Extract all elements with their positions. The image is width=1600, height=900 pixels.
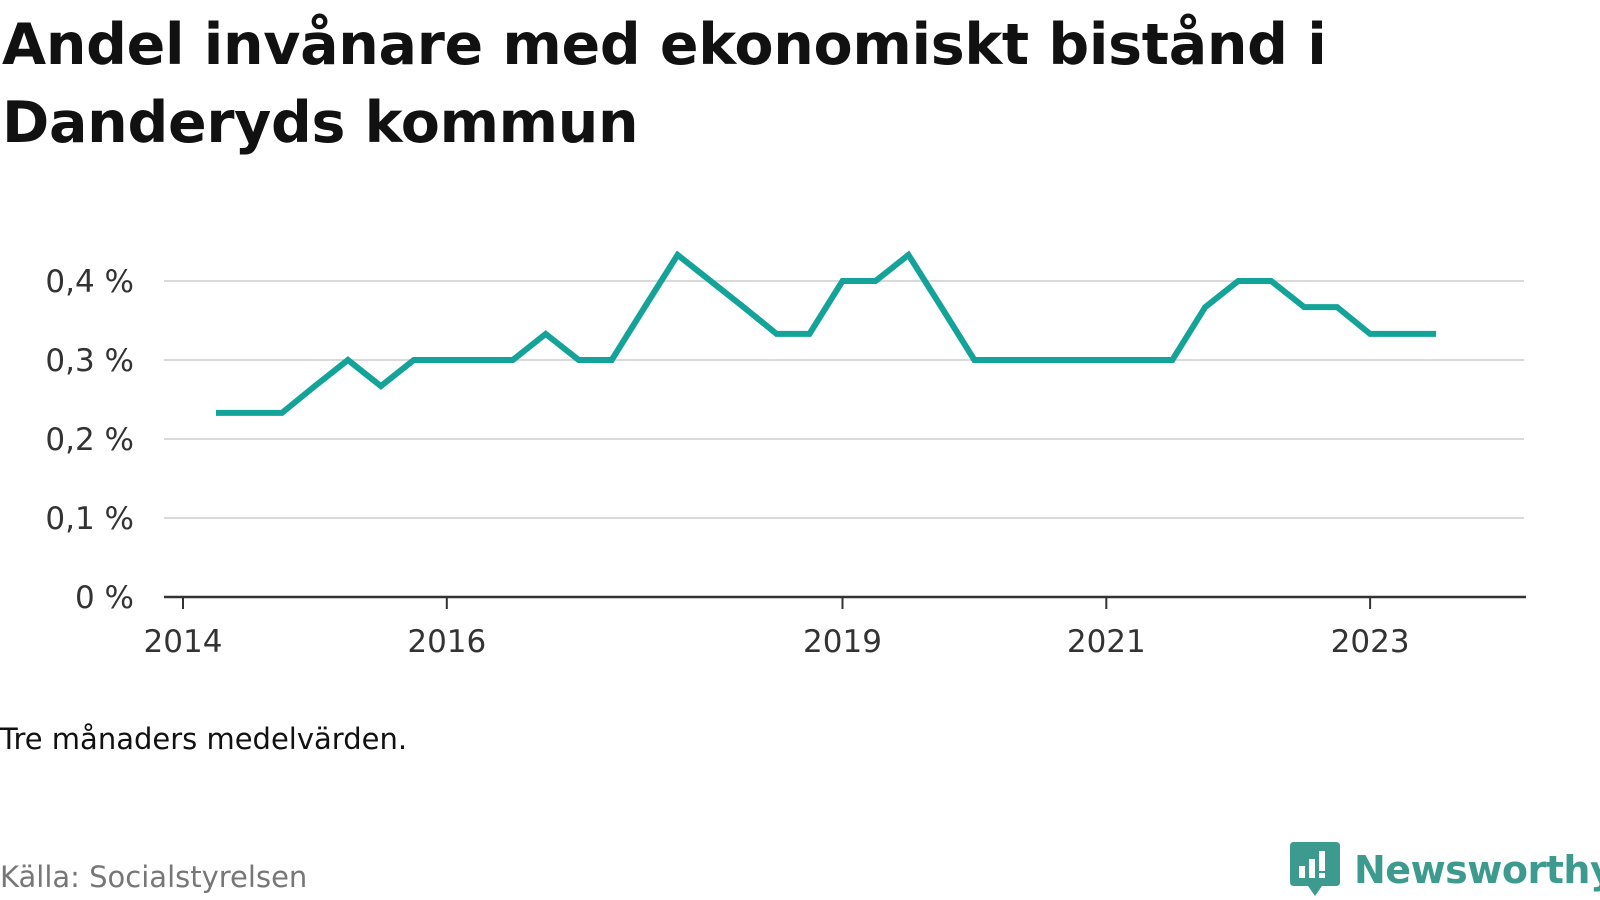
series-line — [216, 250, 1437, 416]
x-tick-label: 2019 — [803, 624, 882, 660]
data-point — [675, 252, 681, 258]
data-point — [1268, 278, 1274, 284]
data-point — [279, 410, 285, 416]
data-point — [411, 357, 417, 363]
y-tick-label: 0,3 % — [45, 343, 134, 379]
data-point — [510, 357, 516, 363]
x-tick-label: 2023 — [1331, 624, 1410, 660]
data-point — [1433, 331, 1439, 337]
data-point — [840, 278, 846, 284]
data-point — [741, 304, 747, 310]
line-chart: 0 % 0,1 % 0,2 % 0,3 % 0,4 % 2014 2016 2019 2021… — [45, 250, 1526, 660]
data-point — [576, 357, 582, 363]
brand-logo[interactable]: Newsworthy — [1290, 842, 1600, 898]
x-tick-labels: 2014 2016 2019 2021 2023 — [144, 624, 1410, 660]
newsworthy-logo-icon — [1290, 842, 1340, 896]
x-tick-label: 2014 — [144, 624, 223, 660]
data-point — [1367, 331, 1373, 337]
data-point — [1169, 357, 1175, 363]
data-point — [312, 383, 318, 389]
data-point — [543, 331, 549, 337]
data-point — [213, 410, 219, 416]
brand-name: Newsworthy — [1354, 848, 1600, 892]
data-point — [1334, 304, 1340, 310]
data-point — [938, 304, 944, 310]
data-point — [971, 357, 977, 363]
data-point — [378, 383, 384, 389]
data-point — [1400, 331, 1406, 337]
data-point — [1301, 304, 1307, 310]
gridlines — [164, 280, 1524, 519]
data-point — [609, 357, 615, 363]
data-point — [444, 357, 450, 363]
x-tick-label: 2021 — [1067, 624, 1146, 660]
data-point — [1103, 357, 1109, 363]
series-layer — [213, 250, 1439, 416]
chart-note: Tre månaders medelvärden. — [0, 722, 408, 756]
data-point — [872, 278, 878, 284]
y-tick-label: 0,4 % — [45, 264, 134, 300]
data-point — [1235, 278, 1241, 284]
data-point — [708, 278, 714, 284]
data-point — [1136, 357, 1142, 363]
data-point — [774, 331, 780, 337]
data-point — [1070, 357, 1076, 363]
y-tick-label: 0 % — [75, 580, 134, 616]
data-point — [905, 252, 911, 258]
data-point — [345, 357, 351, 363]
data-point — [807, 331, 813, 337]
chart-title: Andel invånare med ekonomiskt bistånd i … — [2, 12, 1327, 156]
data-point — [1202, 304, 1208, 310]
x-axis — [164, 595, 1526, 609]
x-tick-label: 2016 — [407, 624, 486, 660]
source-text: Källa: Socialstyrelsen — [0, 860, 308, 894]
y-tick-labels: 0 % 0,1 % 0,2 % 0,3 % 0,4 % — [45, 264, 134, 616]
data-point — [642, 304, 648, 310]
data-point — [477, 357, 483, 363]
y-tick-label: 0,1 % — [45, 501, 134, 537]
data-point — [1004, 357, 1010, 363]
data-point — [246, 410, 252, 416]
data-point — [1037, 357, 1043, 363]
y-tick-label: 0,2 % — [45, 422, 134, 458]
